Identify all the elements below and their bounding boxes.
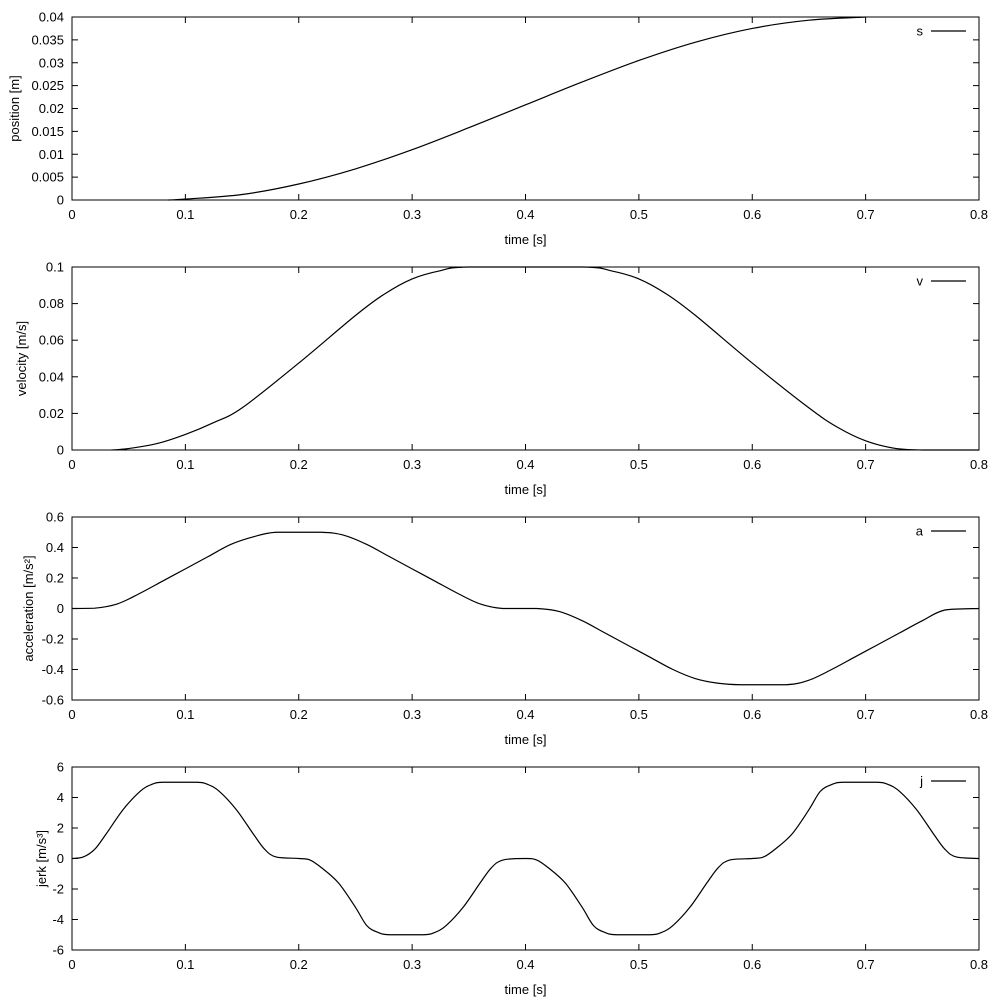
series-line-j	[71, 781, 980, 936]
y-axis-label: velocity [m/s]	[14, 321, 29, 396]
x-tick-label: 0.8	[970, 207, 988, 222]
x-tick-label: 0.3	[403, 207, 421, 222]
y-tick-label: 0.01	[39, 147, 64, 162]
x-axis-label: time [s]	[505, 232, 547, 247]
y-axis-label: position [m]	[7, 75, 22, 141]
x-tick-label: 0.7	[857, 707, 875, 722]
x-tick-label: 0.4	[516, 957, 534, 972]
x-tick-label: 0.2	[290, 457, 308, 472]
series-line-v	[111, 266, 979, 451]
legend-label: j	[919, 774, 923, 789]
y-tick-label: 0.2	[46, 571, 64, 586]
chart-panel-2: 0 0.1 0.2 0.3 0.4 0.5 0.6 0.7 0.8 0 0.02 0.04 0.06 0.…	[14, 260, 988, 498]
y-tick-label: 0	[57, 851, 64, 866]
x-axis-label: time [s]	[505, 732, 547, 747]
chart-panel-1: 0 0.1 0.2 0.3 0.4 0.5 0.6 0.7 0.8 0 0.005 0.01 0.015…	[7, 10, 988, 248]
y-tick-label: 0.06	[39, 333, 64, 348]
x-tick-label: 0.2	[290, 207, 308, 222]
x-tick-label: 0.1	[176, 207, 194, 222]
y-tick-label: -0.2	[42, 632, 64, 647]
y-tick-label: 2	[57, 821, 64, 836]
y-tick-label: 0	[57, 193, 64, 208]
chart-panel-4: 0 0.1 0.2 0.3 0.4 0.5 0.6 0.7 0.8 -6 -4 -2 0 2 4 6 time …	[34, 760, 988, 998]
x-tick-label: 0.3	[403, 457, 421, 472]
series-line-s	[168, 16, 866, 201]
x-tick-label: 0	[68, 707, 75, 722]
chart-panel-3: 0 0.1 0.2 0.3 0.4 0.5 0.6 0.7 0.8 -0.6 -0.4 -0.2 0 0.…	[21, 510, 988, 748]
y-tick-label: -0.6	[42, 693, 64, 708]
x-tick-label: 0.5	[630, 207, 648, 222]
x-tick-label: 0.8	[970, 457, 988, 472]
x-tick-label: 0	[68, 207, 75, 222]
plot-frame	[71, 16, 980, 201]
series-line-a	[71, 531, 980, 686]
y-tick-label: 0	[57, 443, 64, 458]
x-tick-label: 0.3	[403, 957, 421, 972]
x-tick-label: 0	[68, 957, 75, 972]
y-tick-label: 0	[57, 601, 64, 616]
y-tick-label: 0.04	[39, 10, 64, 25]
y-axis-label: jerk [m/s³]	[34, 830, 49, 888]
x-tick-label: 0.6	[743, 457, 761, 472]
legend-label: a	[916, 524, 924, 539]
y-tick-label: 0.02	[39, 406, 64, 421]
x-tick-label: 0.8	[970, 957, 988, 972]
y-tick-label: 6	[57, 760, 64, 775]
x-tick-label: 0.2	[290, 707, 308, 722]
y-tick-label: 0.035	[31, 32, 64, 47]
y-tick-label: 0.1	[46, 260, 64, 275]
y-tick-label: 0.03	[39, 55, 64, 70]
y-tick-label: 0.04	[39, 369, 64, 384]
y-tick-label: -6	[52, 943, 64, 958]
x-tick-label: 0.7	[857, 207, 875, 222]
y-axis-label: acceleration [m/s²]	[21, 555, 36, 661]
y-tick-label: 0.6	[46, 510, 64, 525]
y-tick-label: -4	[52, 912, 64, 927]
x-tick-label: 0.3	[403, 707, 421, 722]
x-tick-label: 0.4	[516, 707, 534, 722]
x-tick-label: 0	[68, 457, 75, 472]
x-tick-label: 0.6	[743, 707, 761, 722]
x-axis-label: time [s]	[505, 482, 547, 497]
x-tick-label: 0.4	[516, 457, 534, 472]
x-tick-label: 0.1	[176, 707, 194, 722]
y-tick-label: -0.4	[42, 662, 64, 677]
y-tick-label: 0.02	[39, 101, 64, 116]
y-tick-label: 0.025	[31, 78, 64, 93]
x-tick-label: 0.2	[290, 957, 308, 972]
x-tick-label: 0.4	[516, 207, 534, 222]
plot-frame	[71, 266, 980, 451]
y-tick-label: 4	[57, 790, 64, 805]
legend-label: s	[917, 24, 924, 39]
y-tick-label: -2	[52, 882, 64, 897]
legend-label: v	[917, 274, 924, 289]
x-tick-label: 0.1	[176, 457, 194, 472]
y-tick-label: 0.005	[31, 170, 64, 185]
x-tick-label: 0.5	[630, 707, 648, 722]
x-tick-label: 0.5	[630, 957, 648, 972]
x-tick-label: 0.6	[743, 207, 761, 222]
x-tick-label: 0.8	[970, 707, 988, 722]
x-axis-label: time [s]	[505, 982, 547, 997]
y-tick-label: 0.08	[39, 296, 64, 311]
y-tick-label: 0.015	[31, 124, 64, 139]
x-tick-label: 0.5	[630, 457, 648, 472]
x-tick-label: 0.7	[857, 957, 875, 972]
x-tick-label: 0.7	[857, 457, 875, 472]
x-tick-label: 0.1	[176, 957, 194, 972]
x-tick-label: 0.6	[743, 957, 761, 972]
y-tick-label: 0.4	[46, 540, 64, 555]
